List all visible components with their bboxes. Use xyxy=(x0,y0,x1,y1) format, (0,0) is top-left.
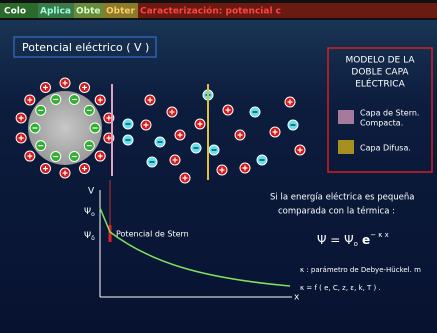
legend-label: Capa de Stern. xyxy=(360,109,419,118)
heading: Potencial eléctrico ( V ) xyxy=(22,41,149,54)
condition: Si la energía eléctrica es pequeña xyxy=(270,192,414,203)
legend-label: Capa Difusa. xyxy=(360,144,411,153)
kappa-def: κ : parámetro de Debye-Hückel. m xyxy=(300,266,421,274)
model-title: ELÉCTRICA xyxy=(355,78,405,90)
tab-label[interactable]: Colo xyxy=(4,7,26,17)
y-axis-label: V xyxy=(88,187,95,197)
legend-swatch xyxy=(338,140,354,154)
model-title: MODELO DE LA xyxy=(346,56,416,66)
x-axis-label: x xyxy=(294,293,300,303)
slide: Colo Aplica Obte Obter Caracterización: … xyxy=(0,0,437,333)
model-title: DOBLE CAPA xyxy=(351,68,409,78)
tab-label[interactable]: Aplica xyxy=(40,7,71,17)
tab-label[interactable]: Obte xyxy=(76,7,101,17)
tab-label[interactable]: Obter xyxy=(106,7,135,17)
legend-label: Compacta. xyxy=(360,119,403,128)
stern-label: Potencial de Stern xyxy=(116,230,189,239)
legend-swatch xyxy=(338,110,354,124)
tab-label[interactable]: Caracterización: potencial c xyxy=(140,6,281,17)
condition: comparada con la térmica : xyxy=(278,206,395,217)
kappa-func: κ = f ( e, C, z, ε, k, T ) . xyxy=(300,284,381,292)
